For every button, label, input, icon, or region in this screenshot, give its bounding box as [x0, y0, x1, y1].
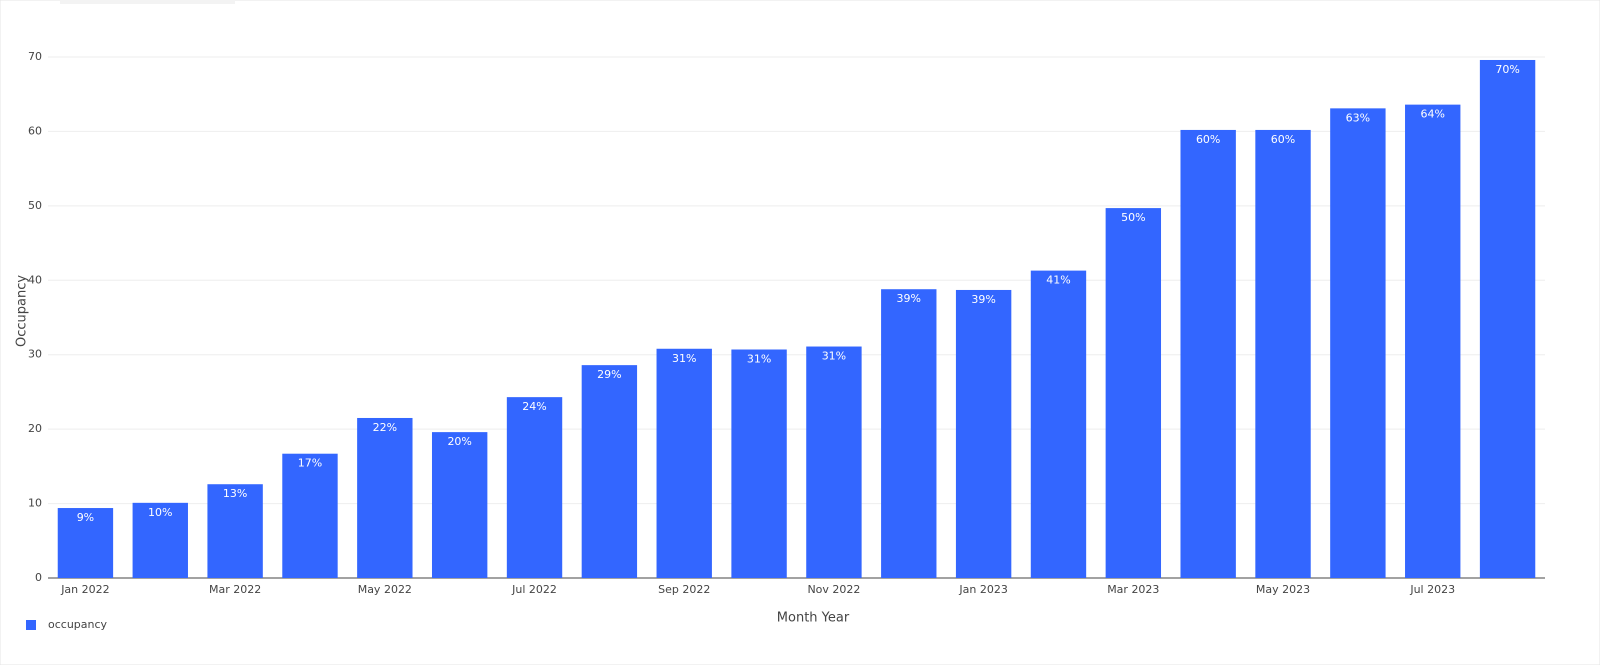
- bar: [731, 349, 787, 578]
- value-label: 63%: [1346, 111, 1370, 124]
- x-tick-label: Mar 2022: [209, 583, 261, 596]
- y-tick-label: 0: [35, 571, 42, 584]
- value-label: 41%: [1046, 274, 1070, 287]
- value-label: 64%: [1420, 108, 1444, 121]
- bar: [506, 397, 563, 578]
- legend-label: occupancy: [48, 618, 108, 631]
- value-label: 60%: [1196, 133, 1220, 146]
- bar: [132, 502, 188, 578]
- value-label: 39%: [971, 293, 995, 306]
- x-tick-label: Jul 2023: [1409, 583, 1455, 596]
- value-label: 31%: [672, 352, 696, 365]
- y-tick-label: 10: [28, 497, 42, 510]
- bar: [1255, 129, 1311, 578]
- y-tick-label: 20: [28, 422, 42, 435]
- bar: [1479, 59, 1536, 578]
- bar: [1030, 270, 1087, 578]
- x-axis-label: Month Year: [777, 611, 850, 626]
- value-label: 70%: [1495, 63, 1519, 76]
- bar: [207, 484, 263, 578]
- y-tick-label: 30: [28, 348, 42, 361]
- y-axis-label: Occupancy: [15, 275, 30, 347]
- bar: [431, 432, 488, 578]
- value-label: 60%: [1271, 133, 1295, 146]
- value-label: 13%: [223, 487, 247, 500]
- bar: [1405, 104, 1461, 579]
- value-label: 31%: [747, 353, 771, 366]
- legend-swatch: [26, 620, 36, 630]
- value-label: 10%: [148, 506, 172, 519]
- y-tick-label: 70: [28, 50, 42, 63]
- bar: [1330, 108, 1386, 578]
- value-label: 9%: [77, 511, 94, 524]
- value-label: 29%: [597, 368, 621, 381]
- value-label: 50%: [1121, 211, 1145, 224]
- bar: [357, 417, 413, 578]
- value-label: 20%: [447, 435, 471, 448]
- x-tick-label: Sep 2022: [658, 583, 710, 596]
- tab: [60, 0, 235, 4]
- x-tick-label: Nov 2022: [807, 583, 860, 596]
- value-label: 31%: [822, 350, 846, 363]
- x-tick-label: Jan 2023: [958, 583, 1007, 596]
- x-tick-label: Jan 2022: [60, 583, 109, 596]
- bar: [881, 289, 937, 578]
- bar: [1105, 208, 1162, 578]
- x-tick-label: Jul 2022: [511, 583, 557, 596]
- value-label: 22%: [373, 421, 397, 434]
- bar: [656, 348, 712, 578]
- bar: [1180, 129, 1236, 578]
- y-tick-label: 50: [28, 199, 42, 212]
- bar: [57, 508, 114, 578]
- value-label: 24%: [522, 400, 546, 413]
- bar: [581, 365, 638, 578]
- bar: [955, 289, 1012, 578]
- y-tick-label: 40: [28, 273, 42, 286]
- x-tick-label: Mar 2023: [1107, 583, 1159, 596]
- bar: [282, 453, 338, 578]
- y-tick-label: 60: [28, 124, 42, 137]
- value-label: 17%: [298, 457, 322, 470]
- x-tick-label: May 2022: [358, 583, 412, 596]
- x-tick-label: May 2023: [1256, 583, 1310, 596]
- bar: [806, 346, 862, 578]
- value-label: 39%: [897, 292, 921, 305]
